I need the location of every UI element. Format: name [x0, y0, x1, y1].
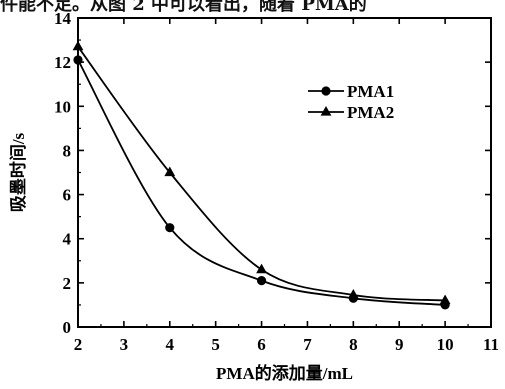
data-point — [165, 223, 175, 233]
series-pma2 — [72, 40, 451, 305]
legend-item-pma1: PMA1 — [308, 82, 394, 101]
y-tick-label: 10 — [54, 97, 71, 116]
legend-marker — [321, 86, 331, 96]
data-point — [256, 263, 267, 274]
y-tick-label: 4 — [63, 230, 72, 249]
x-tick-label: 2 — [74, 335, 83, 354]
x-axis-title: PMA的添加量/mL — [216, 363, 353, 383]
legend-label: PMA1 — [347, 82, 394, 101]
data-point — [73, 55, 83, 65]
x-tick-label: 9 — [395, 335, 404, 354]
x-tick-label: 11 — [483, 335, 499, 354]
x-tick-label: 7 — [303, 335, 312, 354]
legend-marker — [320, 106, 332, 116]
x-tick-label: 3 — [120, 335, 129, 354]
x-tick-label: 6 — [257, 335, 266, 354]
x-tick-label: 8 — [349, 335, 358, 354]
y-tick-label: 12 — [54, 53, 71, 72]
cropped-caption-text: 件能不足。从图 2 中可以看出，随着 PMA的 — [0, 0, 367, 15]
x-tick-label: 5 — [211, 335, 220, 354]
data-point — [347, 288, 359, 299]
data-point — [256, 276, 267, 286]
y-axis-title: 吸墨时间/s — [8, 132, 28, 212]
legend-item-pma2: PMA2 — [308, 103, 394, 122]
legend: PMA1 PMA2 — [308, 82, 394, 122]
data-point — [164, 166, 176, 177]
series-layer — [72, 40, 451, 310]
y-tick-label: 6 — [63, 186, 72, 205]
y-tick-label: 8 — [63, 141, 72, 160]
x-tick-label: 4 — [166, 335, 175, 354]
y-tick-label: 2 — [63, 274, 72, 293]
series-line — [77, 59, 446, 306]
legend-label: PMA2 — [347, 103, 394, 122]
x-tick-label: 10 — [437, 335, 454, 354]
y-tick-label: 14 — [54, 9, 72, 28]
data-point — [439, 294, 451, 305]
y-tick-label: 0 — [63, 318, 72, 337]
data-point — [72, 40, 84, 51]
series-line — [77, 46, 446, 302]
